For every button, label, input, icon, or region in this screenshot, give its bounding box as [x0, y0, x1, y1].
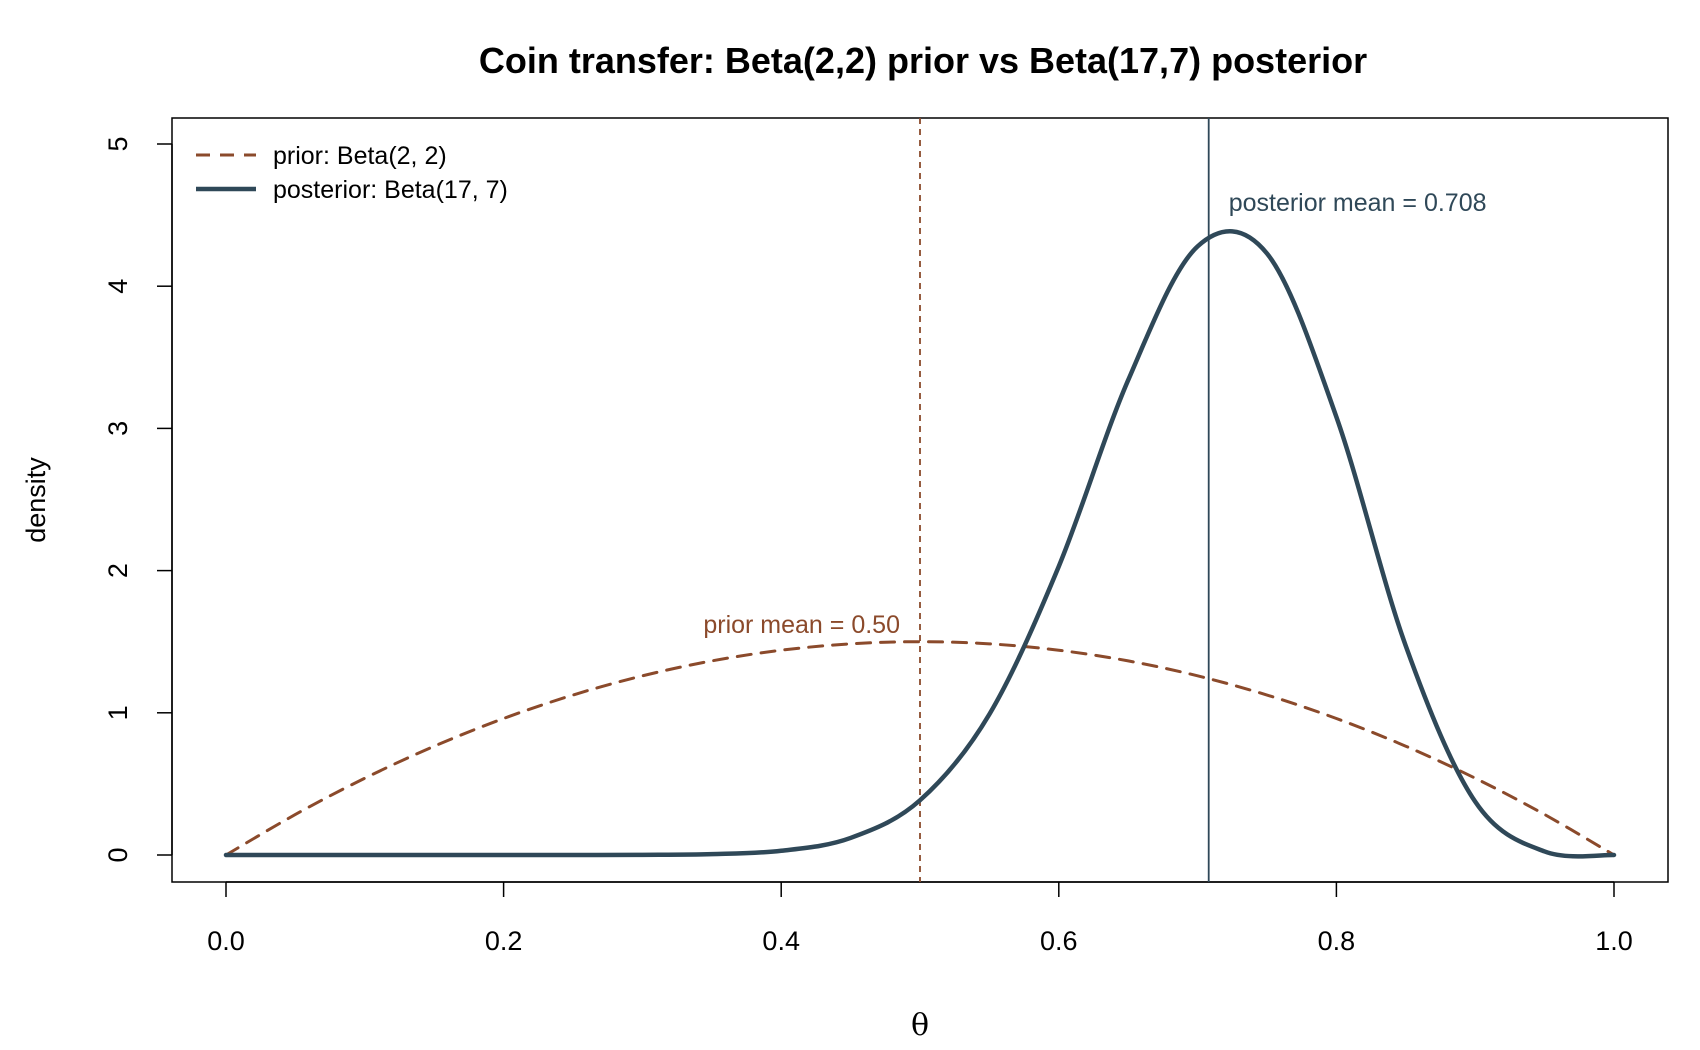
mean-annotation: posterior mean = 0.708: [1229, 189, 1487, 217]
y-tick-label: 0: [103, 847, 133, 862]
prior-density-line: [224, 640, 1616, 857]
y-axis: 0 1 2 3 4 5: [103, 136, 173, 863]
x-tick-label: 0.4: [762, 926, 800, 956]
y-axis-label: density: [21, 457, 51, 543]
mean-lines: prior mean = 0.50 posterior mean = 0.708: [703, 118, 1487, 882]
posterior-density-line: [223, 229, 1617, 859]
y-tick-label: 4: [103, 279, 133, 294]
x-tick-label: 0.2: [485, 926, 523, 956]
y-tick-label: 3: [103, 421, 133, 436]
x-tick-label: 0.0: [207, 926, 245, 956]
y-tick-label: 1: [103, 705, 133, 720]
legend-entry: posterior: Beta(17, 7): [273, 176, 508, 204]
x-tick-label: 0.6: [1040, 926, 1078, 956]
density-curves: [223, 229, 1617, 859]
legend: prior: Beta(2, 2) posterior: Beta(17, 7): [196, 142, 508, 204]
chart-title: Coin transfer: Beta(2,2) prior vs Beta(1…: [479, 40, 1367, 81]
x-tick-label: 0.8: [1318, 926, 1356, 956]
legend-entry: prior: Beta(2, 2): [273, 142, 447, 170]
x-axis: 0.0 0.2 0.4 0.6 0.8 1.0: [207, 881, 1633, 956]
x-tick-label: 1.0: [1595, 926, 1633, 956]
x-axis-label: θ: [911, 1008, 929, 1043]
y-tick-label: 2: [103, 563, 133, 578]
mean-annotation: prior mean = 0.50: [703, 611, 900, 639]
y-tick-label: 5: [103, 136, 133, 151]
